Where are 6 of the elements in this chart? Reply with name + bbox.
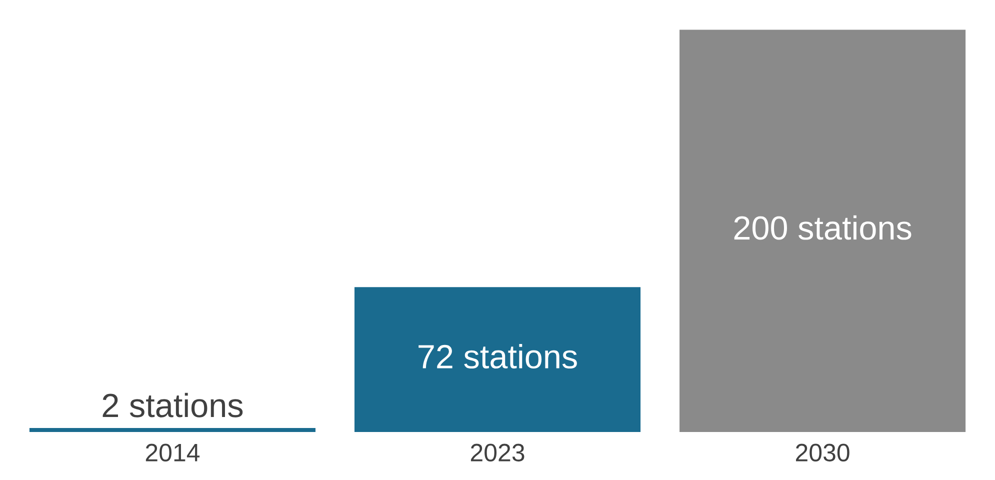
x-tick-label: 2030 — [796, 444, 850, 462]
data-label: 72 stations — [418, 344, 577, 369]
x-tick-label: 2014 — [146, 444, 200, 462]
data-label: 200 stations — [734, 215, 912, 240]
x-tick-label: 2023 — [470, 444, 524, 462]
data-label: 2 stations — [102, 392, 243, 418]
